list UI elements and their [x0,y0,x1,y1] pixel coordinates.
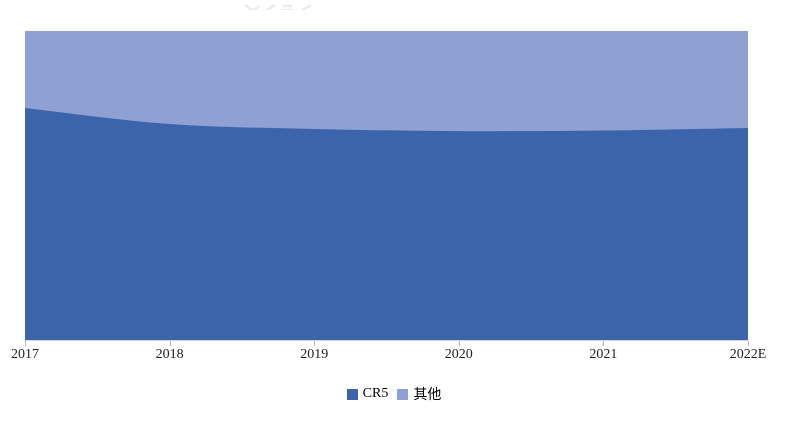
legend-item-other: 其他 [397,384,441,404]
legend-label: 其他 [413,388,442,403]
area-series-canvas [25,31,748,340]
legend-swatch-icon [346,388,358,400]
x-axis-label: 2020 [444,347,473,362]
series-cr5-area [25,107,748,340]
legend-label: CR5 [362,386,389,401]
x-axis-label: 2022E [729,347,767,362]
legend-item-cr5: CR5 [346,386,389,402]
x-axis-label: 2021 [589,347,618,362]
x-axis-tick [314,341,316,346]
x-axis-label: 2017 [11,347,39,362]
legend: CR5 其他 [0,384,788,404]
x-axis-tick [458,341,460,346]
x-axis-label: 2019 [300,347,329,362]
plot-area [25,31,748,340]
x-axis-tick [169,341,171,346]
watermark-fragment [243,0,323,10]
legend-swatch-icon [397,388,409,400]
x-axis-line [25,340,748,341]
watermark-strokes-icon [244,3,312,10]
x-axis-tick [748,341,749,346]
x-axis-tick [603,341,605,346]
x-axis-label: 2018 [155,347,184,362]
x-axis-tick [25,341,26,346]
